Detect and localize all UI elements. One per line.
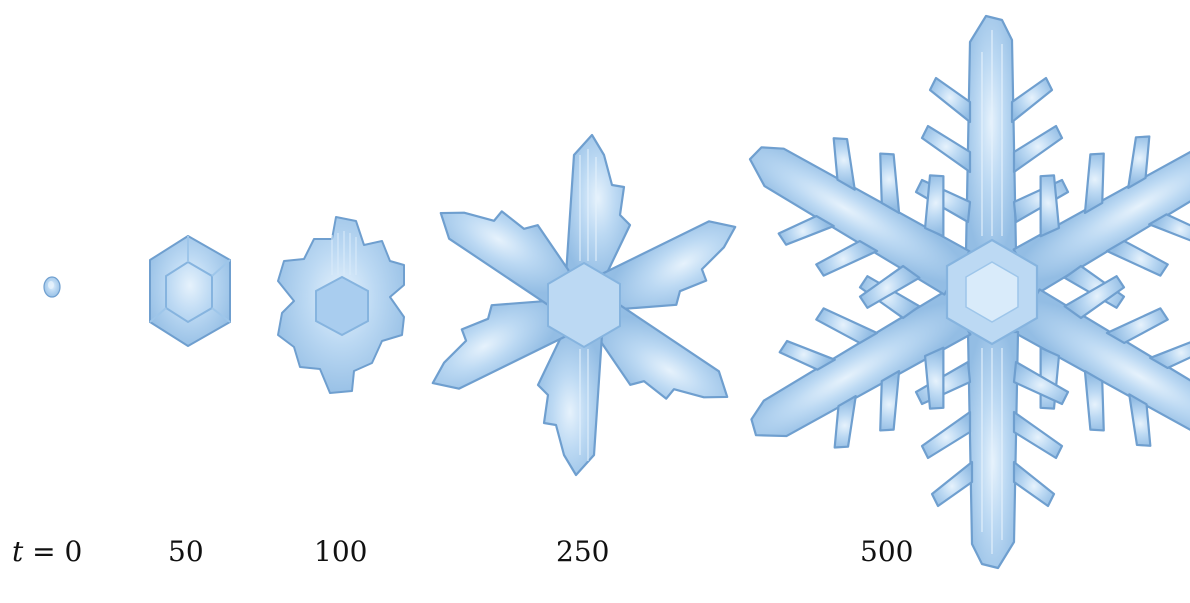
snowflake-t250	[431, 133, 737, 477]
time-value-0: = 0	[23, 535, 83, 568]
time-label-250: 250	[556, 535, 610, 568]
snowflake-t0	[43, 276, 61, 298]
time-label-50: 50	[168, 535, 204, 568]
time-label-100: 100	[314, 535, 368, 568]
time-label-500: 500	[860, 535, 914, 568]
time-variable: t	[12, 535, 24, 568]
snowflake-t50	[149, 235, 231, 347]
time-label-0: t = 0	[12, 538, 82, 566]
snowflake-t100	[277, 216, 405, 394]
snowflake-t500	[748, 14, 1190, 570]
